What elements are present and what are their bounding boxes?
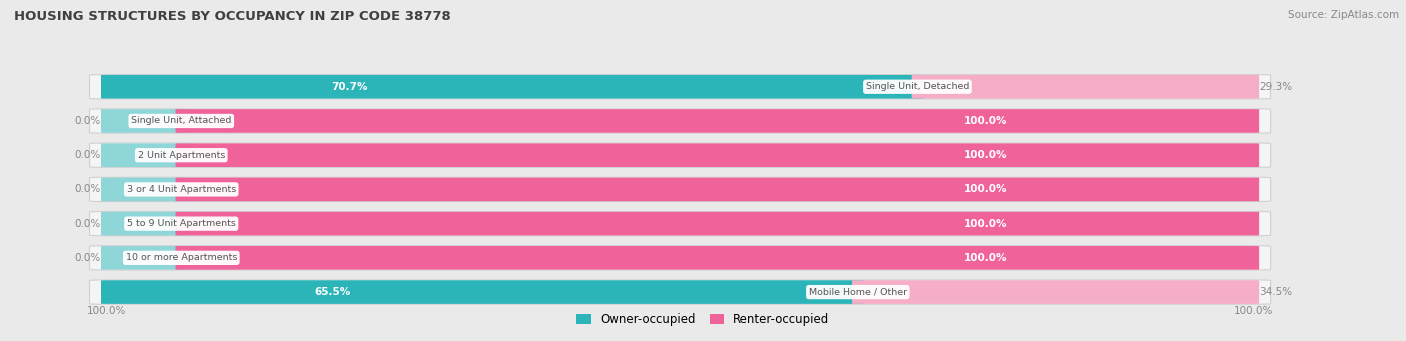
FancyBboxPatch shape [911, 75, 1260, 99]
FancyBboxPatch shape [101, 280, 863, 304]
Text: 0.0%: 0.0% [75, 219, 101, 228]
FancyBboxPatch shape [101, 246, 187, 270]
Text: 100.0%: 100.0% [87, 307, 127, 316]
Text: 100.0%: 100.0% [963, 253, 1007, 263]
Text: 0.0%: 0.0% [75, 253, 101, 263]
Text: 3 or 4 Unit Apartments: 3 or 4 Unit Apartments [127, 185, 236, 194]
Text: Mobile Home / Other: Mobile Home / Other [808, 287, 907, 297]
FancyBboxPatch shape [90, 211, 1271, 236]
Text: 10 or more Apartments: 10 or more Apartments [125, 253, 238, 262]
Text: 0.0%: 0.0% [75, 184, 101, 194]
FancyBboxPatch shape [101, 75, 924, 99]
FancyBboxPatch shape [101, 143, 187, 167]
Text: 29.3%: 29.3% [1260, 82, 1292, 92]
Text: 100.0%: 100.0% [963, 150, 1007, 160]
FancyBboxPatch shape [90, 109, 1271, 133]
FancyBboxPatch shape [90, 143, 1271, 167]
Text: Single Unit, Detached: Single Unit, Detached [866, 82, 969, 91]
FancyBboxPatch shape [176, 178, 1260, 201]
Text: 2 Unit Apartments: 2 Unit Apartments [138, 151, 225, 160]
Text: HOUSING STRUCTURES BY OCCUPANCY IN ZIP CODE 38778: HOUSING STRUCTURES BY OCCUPANCY IN ZIP C… [14, 10, 451, 23]
FancyBboxPatch shape [90, 177, 1271, 202]
Text: 0.0%: 0.0% [75, 150, 101, 160]
FancyBboxPatch shape [852, 280, 1260, 304]
Text: 34.5%: 34.5% [1260, 287, 1292, 297]
Text: 100.0%: 100.0% [1233, 307, 1272, 316]
Text: Single Unit, Attached: Single Unit, Attached [131, 117, 232, 125]
Legend: Owner-occupied, Renter-occupied: Owner-occupied, Renter-occupied [576, 313, 830, 326]
FancyBboxPatch shape [90, 280, 1271, 304]
FancyBboxPatch shape [90, 75, 1271, 99]
Text: 5 to 9 Unit Apartments: 5 to 9 Unit Apartments [127, 219, 236, 228]
FancyBboxPatch shape [101, 178, 187, 201]
FancyBboxPatch shape [176, 246, 1260, 270]
FancyBboxPatch shape [90, 246, 1271, 270]
Text: 65.5%: 65.5% [314, 287, 350, 297]
Text: 0.0%: 0.0% [75, 116, 101, 126]
FancyBboxPatch shape [176, 109, 1260, 133]
FancyBboxPatch shape [101, 212, 187, 235]
Text: 100.0%: 100.0% [963, 184, 1007, 194]
Text: 100.0%: 100.0% [963, 219, 1007, 228]
Text: 70.7%: 70.7% [332, 82, 368, 92]
Text: 100.0%: 100.0% [963, 116, 1007, 126]
FancyBboxPatch shape [176, 212, 1260, 235]
FancyBboxPatch shape [176, 143, 1260, 167]
FancyBboxPatch shape [101, 109, 187, 133]
Text: Source: ZipAtlas.com: Source: ZipAtlas.com [1288, 10, 1399, 20]
